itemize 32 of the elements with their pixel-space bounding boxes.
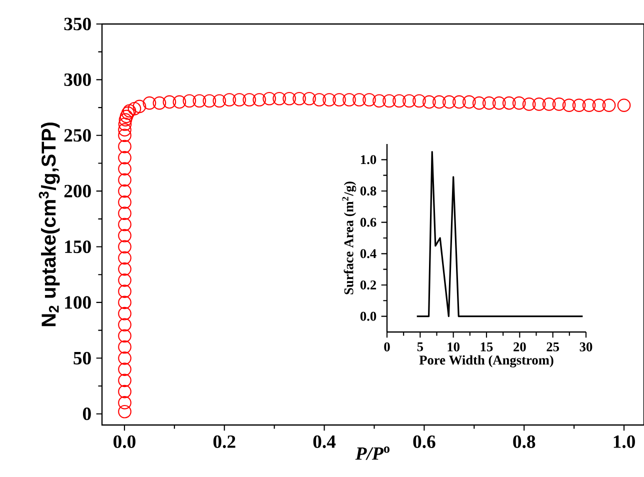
x-tick-label: 0.0 — [114, 435, 136, 448]
x-tick-label: 1.0 — [614, 435, 635, 448]
x-tick-label: 20 — [514, 342, 526, 352]
y-tick-label: 0.8 — [360, 186, 376, 196]
line-series — [416, 151, 584, 318]
y-tick-label: 50 — [74, 352, 91, 364]
y-tick-label: 0.0 — [360, 312, 376, 321]
y-tick-label: 100 — [65, 296, 91, 309]
x-tick-label: 10 — [448, 342, 460, 352]
y-tick-label: 350 — [64, 18, 91, 30]
y-tick-label: 200 — [64, 184, 91, 198]
y-tick-label: 1.0 — [361, 155, 376, 164]
x-tick-label: 0.6 — [413, 435, 436, 448]
y-tick-label: 0.2 — [360, 280, 376, 290]
y-tick-label: 250 — [64, 129, 91, 142]
y-tick-label: 0.6 — [360, 218, 376, 227]
y-tick-label: 300 — [64, 73, 91, 86]
y-tick-label: 150 — [65, 240, 91, 254]
x-tick-label: 0.8 — [513, 435, 536, 448]
x-tick-label: 0.2 — [213, 435, 236, 448]
x-axis-title: Pore Width (Angstrom) — [419, 355, 554, 368]
x-tick-label: 0 — [384, 342, 390, 352]
x-axis-title: P/P$^{o}$ — [355, 446, 390, 460]
y-axis-title: Surface Area (m$^{2}$/g) — [342, 182, 356, 294]
y-axis-title: N$_{2}$ uptake(cm$^{3}$/g,STP) — [38, 122, 60, 326]
y-tick-label: 0 — [82, 408, 91, 420]
x-tick-label: 30 — [580, 342, 592, 352]
y-tick-label: 0.4 — [360, 249, 376, 258]
x-tick-label: 5 — [417, 342, 424, 352]
x-tick-label: 0.4 — [313, 435, 336, 448]
x-tick-label: 25 — [546, 342, 560, 352]
x-tick-label: 15 — [480, 342, 493, 352]
